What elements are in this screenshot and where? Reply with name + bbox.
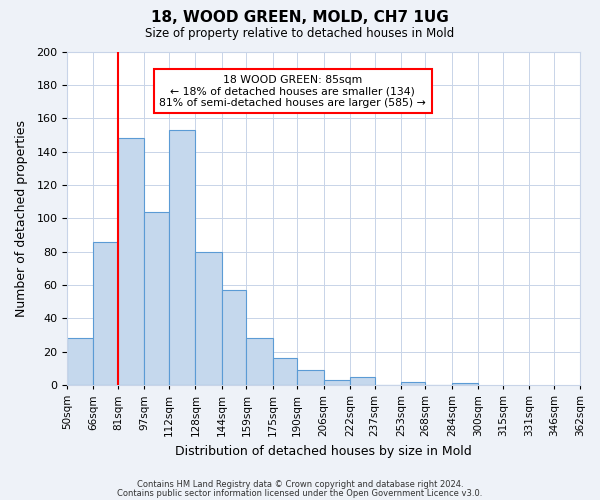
Text: 18, WOOD GREEN, MOLD, CH7 1UG: 18, WOOD GREEN, MOLD, CH7 1UG [151, 10, 449, 25]
Bar [94, 242, 118, 385]
Bar [297, 370, 323, 385]
Bar [247, 338, 272, 385]
Bar [323, 380, 350, 385]
Bar [452, 384, 478, 385]
Bar [145, 212, 169, 385]
X-axis label: Distribution of detached houses by size in Mold: Distribution of detached houses by size … [175, 444, 472, 458]
Text: 18 WOOD GREEN: 85sqm
← 18% of detached houses are smaller (134)
81% of semi-deta: 18 WOOD GREEN: 85sqm ← 18% of detached h… [160, 75, 426, 108]
Bar [118, 138, 145, 385]
Bar [350, 376, 374, 385]
Bar [169, 130, 196, 385]
Bar [221, 290, 247, 385]
Text: Contains HM Land Registry data © Crown copyright and database right 2024.: Contains HM Land Registry data © Crown c… [137, 480, 463, 489]
Bar [67, 338, 94, 385]
Text: Size of property relative to detached houses in Mold: Size of property relative to detached ho… [145, 28, 455, 40]
Bar [196, 252, 221, 385]
Y-axis label: Number of detached properties: Number of detached properties [15, 120, 28, 317]
Text: Contains public sector information licensed under the Open Government Licence v3: Contains public sector information licen… [118, 489, 482, 498]
Bar [401, 382, 425, 385]
Bar [272, 358, 297, 385]
